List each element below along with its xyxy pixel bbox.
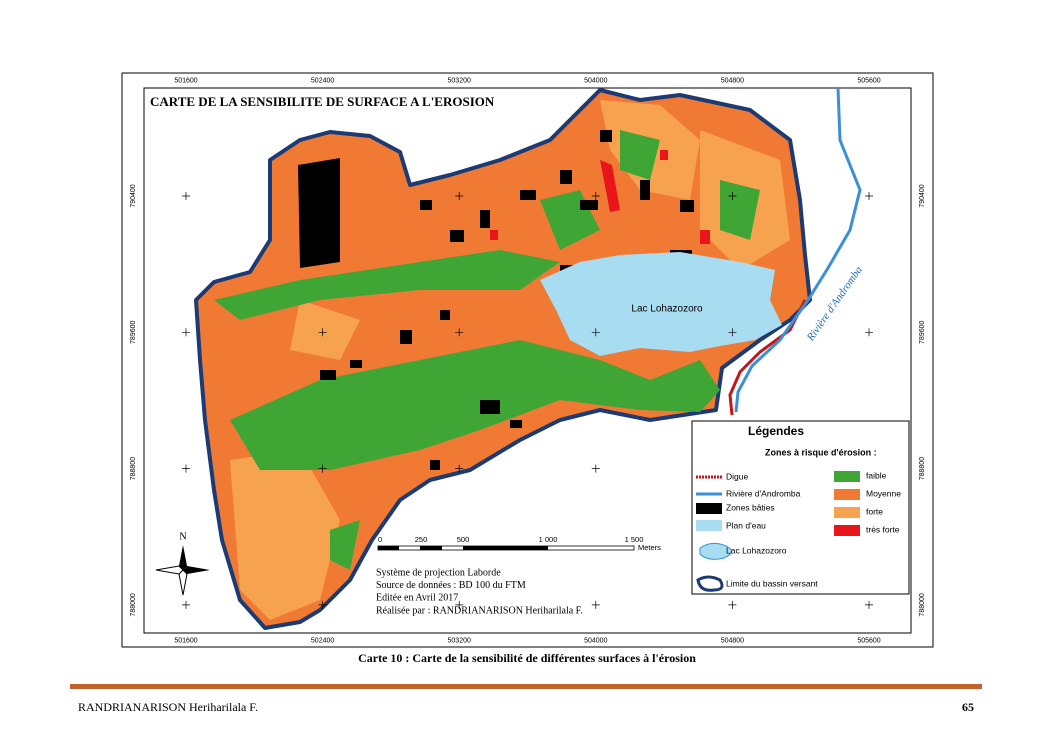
legend-item: Lac Lohazozoro — [726, 545, 787, 555]
legend-tres-forte-swatch — [834, 525, 860, 536]
info-line: Source de données : BD 100 du FTM — [376, 580, 526, 591]
x-coord-top: 501600 — [174, 77, 197, 84]
footer-author: RANDRIANARISON Heriharilala F. — [78, 700, 258, 714]
dyke — [728, 299, 807, 416]
grid-cross — [455, 192, 464, 200]
grid-cross — [591, 464, 600, 473]
forte-zones — [230, 100, 790, 620]
y-coord-right: 788800 — [919, 457, 926, 480]
legend-boundary-swatch — [696, 575, 724, 592]
grid-cross — [318, 192, 327, 200]
lake — [540, 252, 782, 356]
y-coord-left: 788800 — [130, 457, 137, 480]
x-coord-bottom: 503200 — [448, 637, 471, 644]
y-coord-left: 789600 — [130, 321, 137, 344]
caption: Carte 10 : Carte de la sensibilité de di… — [358, 651, 696, 665]
scale-label: 250 — [415, 535, 428, 544]
page-number: 65 — [962, 700, 974, 714]
legend-box — [691, 420, 910, 595]
grid-cross — [182, 328, 190, 337]
grid-cross — [318, 600, 327, 609]
legend-item: Digue — [726, 471, 748, 481]
x-coord-top: 503200 — [448, 77, 471, 84]
info-line: Réalisée par : RANDRIANARISON Heriharila… — [376, 605, 583, 616]
x-coord-bottom: 504800 — [721, 637, 744, 644]
x-coord-top: 504000 — [584, 77, 607, 84]
legend-title: Légendes — [748, 424, 804, 438]
y-coord-right: 789600 — [919, 321, 926, 344]
legend-forte-swatch — [834, 507, 860, 518]
legend-water-swatch — [696, 520, 722, 531]
grid-cross — [318, 464, 327, 473]
x-coord-bottom: 501600 — [174, 637, 197, 644]
y-coord-left: 788000 — [130, 593, 137, 616]
grid-cross — [182, 192, 190, 200]
built-zones — [298, 130, 694, 470]
legend-item: Zones bâties — [726, 502, 775, 512]
lake-label: Lac Lohazozoro — [631, 304, 703, 315]
north-label: N — [179, 531, 186, 542]
legend-risk: faible — [866, 470, 887, 480]
legend-risk: très forte — [866, 524, 900, 534]
coordinates: 501600 501600 502400 502400 503200 503200 5040… — [130, 77, 926, 644]
x-coord-top: 504800 — [721, 77, 744, 84]
grid-cross — [182, 464, 190, 473]
legend-moyenne-swatch — [834, 489, 860, 500]
legend-subtitle: Zones à risque d'érosion : — [765, 447, 877, 457]
grid-cross — [865, 600, 873, 609]
x-coord-top: 502400 — [311, 77, 334, 84]
scale-label: 1 500 — [625, 535, 644, 544]
grid-cross — [728, 328, 737, 337]
faible-zones — [214, 130, 760, 570]
legend-risk: forte — [866, 506, 883, 516]
legend-labels: Digue Rivière d'Andromba Zones bâties Plan … — [726, 470, 901, 588]
river — [734, 87, 862, 413]
legend-risk: Moyenne — [866, 488, 901, 498]
scale-unit: Meters — [638, 543, 661, 552]
grid-cross — [591, 600, 600, 609]
grid-cross — [455, 600, 464, 609]
legend-item: Limite du bassin versant — [726, 578, 818, 588]
grid-cross — [455, 464, 464, 473]
grid-cross — [728, 192, 737, 200]
x-coord-bottom: 504000 — [584, 637, 607, 644]
map-title: CARTE DE LA SENSIBILITE DE SURFACE A L'E… — [150, 94, 495, 109]
info-line: Editée en Avril 2017 — [376, 593, 458, 604]
grid-cross — [865, 192, 873, 200]
scale-label: 1 000 — [539, 535, 558, 544]
legend-item: Rivière d'Andromba — [726, 488, 801, 498]
grid-cross — [591, 192, 600, 200]
grid-cross — [728, 600, 737, 609]
map — [194, 87, 862, 630]
grid-cross — [318, 328, 327, 337]
y-coord-left: 790400 — [130, 184, 137, 207]
grid-cross — [182, 600, 190, 609]
y-coord-right: 788000 — [919, 593, 926, 616]
legend-lake-swatch — [699, 542, 732, 560]
legend-item: Plan d'eau — [726, 520, 766, 530]
x-coord-bottom: 502400 — [311, 637, 334, 644]
scale-label: 500 — [457, 535, 470, 544]
legend-faible-swatch — [834, 471, 860, 482]
scale-bar — [377, 545, 635, 551]
scale-label: 0 — [378, 535, 382, 544]
footer-rule — [70, 684, 982, 689]
x-coord-bottom: 505600 — [857, 637, 880, 644]
grid-cross — [865, 328, 873, 337]
info-line: Système de projection Laborde — [376, 567, 501, 578]
y-coord-right: 790400 — [919, 184, 926, 207]
grid-cross — [591, 328, 600, 337]
legend-built-swatch — [696, 503, 722, 514]
x-coord-top: 505600 — [857, 77, 880, 84]
grid-cross — [455, 328, 464, 337]
north-arrow — [155, 545, 210, 596]
map-info: Système de projection Laborde Source de d… — [376, 567, 583, 616]
